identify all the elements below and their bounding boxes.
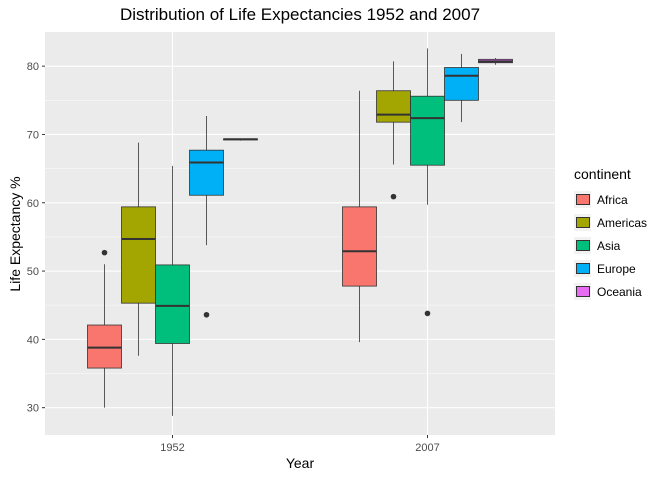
legend-swatch (575, 263, 590, 274)
y-tick-label: 30 (27, 403, 39, 415)
box-europe-1952 (189, 149, 224, 196)
legend-swatch (575, 194, 590, 205)
x-tick-label: 2007 (415, 442, 439, 454)
box-europe-2007 (444, 67, 479, 101)
y-tick-label: 40 (27, 334, 39, 346)
box-asia-1952 (155, 264, 190, 344)
legend-label: Africa (597, 192, 628, 207)
legend-label: Oceania (597, 284, 642, 299)
box-americas-1952 (121, 206, 156, 304)
y-tick-label: 70 (27, 129, 39, 141)
legend-item-asia: Asia (574, 234, 647, 257)
legend-label: Europe (597, 261, 636, 276)
legend-title: continent (574, 166, 631, 182)
legend-key (574, 214, 591, 231)
legend-key (574, 283, 591, 300)
x-axis-title: Year (285, 455, 315, 471)
legend-swatch (575, 217, 590, 228)
legend-swatch (575, 286, 590, 297)
legend-swatch (575, 240, 590, 251)
legend-item-africa: Africa (574, 188, 647, 211)
legend-label: Asia (597, 238, 621, 253)
box-americas-2007 (376, 90, 411, 123)
legend-item-americas: Americas (574, 211, 647, 234)
outlier-point (203, 311, 210, 318)
legend-item-oceania: Oceania (574, 280, 647, 303)
box-africa-2007 (342, 206, 377, 287)
y-tick-label: 60 (27, 198, 39, 210)
y-tick-label: 80 (27, 61, 39, 73)
legend-key (574, 260, 591, 277)
x-tick-label: 1952 (160, 442, 184, 454)
outlier-point (101, 249, 108, 256)
legend-label: Americas (597, 215, 648, 230)
box-africa-1952 (87, 324, 122, 369)
legend: continent Africa Americas Asia Europe Oceani… (574, 166, 647, 303)
outlier-point (424, 310, 431, 317)
outlier-point (390, 193, 397, 200)
legend-item-europe: Europe (574, 257, 647, 280)
box-asia-2007 (410, 95, 445, 166)
legend-items: Africa Americas Asia Europe Oceania (574, 188, 647, 303)
legend-key (574, 191, 591, 208)
y-tick-label: 50 (27, 266, 39, 278)
legend-key (574, 237, 591, 254)
chart-title: Distribution of Life Expectancies 1952 a… (119, 5, 481, 24)
y-axis-title: Life Expectancy % (7, 176, 23, 292)
